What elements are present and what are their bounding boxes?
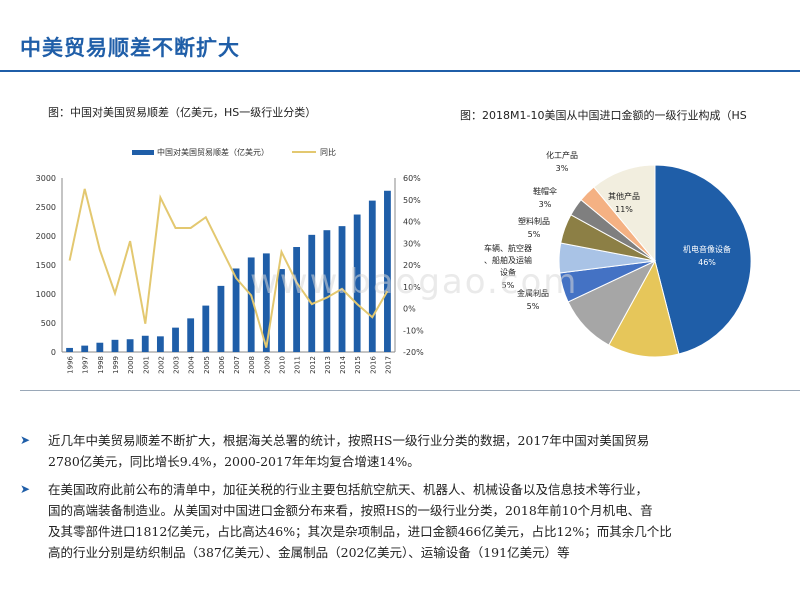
x-tick-label-2013: 2013	[324, 356, 332, 374]
x-tick-label-2017: 2017	[384, 356, 392, 374]
bullet-item-2: ➤ 在美国政府此前公布的清单中，加征关税的行业主要包括航空航天、机器人、机械设备…	[20, 479, 800, 563]
x-tick-label-2008: 2008	[248, 356, 256, 374]
x-tick-label-1998: 1998	[97, 356, 105, 374]
pie-slice-8	[593, 164, 656, 263]
pie-slice-0	[654, 164, 752, 355]
bar-2012	[308, 234, 316, 352]
x-tick-label-2012: 2012	[309, 356, 317, 374]
pie-value-3: 5%	[527, 302, 540, 311]
bar-2009	[262, 253, 270, 352]
pie-label-6: 鞋帽伞	[533, 186, 557, 196]
y-right-tick-label: 10%	[403, 283, 421, 292]
slide-title: 中美贸易顺差不断扩大	[20, 36, 240, 60]
y-right-tick-label: 20%	[403, 261, 421, 270]
y-left-tick-label: 2500	[36, 203, 56, 212]
bar-2001	[141, 335, 149, 352]
bar-2002	[156, 336, 164, 352]
legend-line-label: 同比	[320, 147, 336, 157]
bar-2010	[278, 269, 285, 352]
bullet-list: ➤ 近几年中美贸易顺差不断扩大，根据海关总署的统计，按照HS一级行业分类的数据，…	[20, 430, 800, 570]
x-tick-label-2005: 2005	[203, 356, 211, 374]
y-right-tick-label: -20%	[403, 348, 424, 357]
section-divider	[20, 390, 800, 391]
x-tick-label-2016: 2016	[369, 355, 377, 373]
watermark: www.baogao.com	[250, 262, 579, 302]
bar-2007	[232, 268, 240, 352]
y-right-tick-label: 30%	[403, 239, 421, 248]
pie-value-5: 5%	[528, 230, 541, 239]
pie-label-5: 塑料制品	[518, 216, 550, 226]
bar-1997	[81, 345, 89, 352]
y-left-tick-label: 0	[51, 348, 56, 357]
bar-2017	[384, 190, 391, 352]
x-tick-label-2011: 2011	[294, 356, 302, 374]
y-right-tick-label: -10%	[403, 326, 424, 335]
x-tick-label-2002: 2002	[157, 356, 165, 374]
x-tick-label-2014: 2014	[339, 355, 347, 373]
x-tick-label-2003: 2003	[173, 356, 181, 374]
pie-label-3: 金属制品	[517, 288, 549, 298]
bar-2000	[126, 339, 134, 352]
pie-label-4: 、船舶及运输	[484, 255, 532, 265]
legend-bar-label: 中国对美国贸易顺差（亿美元）	[157, 147, 269, 157]
bar-2015	[353, 214, 361, 352]
bullet-arrow-icon: ➤	[20, 433, 31, 447]
pie-value-6: 3%	[539, 200, 552, 209]
bar-1998	[96, 342, 104, 352]
y-right-tick-label: 40%	[403, 218, 421, 227]
pie-label-8: 其他产品	[608, 191, 640, 201]
x-tick-label-2001: 2001	[142, 356, 150, 374]
pie-value-8: 11%	[615, 205, 633, 214]
pie-label-7: 化工产品	[546, 150, 578, 160]
bar-1999	[111, 339, 119, 352]
legend-bar-swatch	[132, 150, 154, 155]
bullet-item-1: ➤ 近几年中美贸易顺差不断扩大，根据海关总署的统计，按照HS一级行业分类的数据，…	[20, 430, 800, 472]
bar-chart-caption: 图：中国对美国贸易顺差（亿美元，HS一级行业分类）	[48, 106, 317, 119]
x-tick-label-2010: 2010	[278, 356, 286, 374]
bar-2016	[368, 200, 376, 352]
pie-slice-1	[608, 259, 680, 358]
bullet-text-2: 在美国政府此前公布的清单中，加征关税的行业主要包括航空航天、机器人、机械设备以及…	[48, 482, 672, 560]
bar-2004	[187, 318, 195, 352]
pie-value-7: 3%	[556, 164, 569, 173]
y-left-tick-label: 1000	[36, 290, 56, 299]
y-right-tick-label: 50%	[403, 196, 421, 205]
x-tick-label-1999: 1999	[112, 356, 120, 374]
x-tick-label-2000: 2000	[127, 356, 135, 374]
bar-2005	[202, 305, 210, 352]
bar-1996	[66, 347, 73, 352]
y-left-tick-label: 500	[41, 319, 56, 328]
pie-value-0: 46%	[698, 258, 716, 267]
y-left-tick-label: 3000	[36, 174, 56, 183]
bar-2013	[323, 230, 331, 352]
charts-canvas: 0 500 1000 1500 2000 2500 3000 -20% -10% 0% 10% 20%…	[36, 147, 752, 374]
pie-label-4: 设备	[500, 267, 516, 277]
bar-2011	[293, 247, 301, 352]
x-tick-label-2006: 2006	[218, 355, 226, 373]
y-left-tick-label: 2000	[36, 232, 56, 241]
x-tick-label-1997: 1997	[82, 356, 90, 374]
bullet-text-1: 近几年中美贸易顺差不断扩大，根据海关总署的统计，按照HS一级行业分类的数据，20…	[48, 433, 650, 469]
bar-2008	[247, 257, 255, 352]
y-left-tick-label: 1500	[36, 261, 56, 270]
bar-2003	[172, 327, 179, 352]
bar-2006	[217, 285, 225, 352]
y-right-tick-label: 0%	[403, 305, 416, 314]
pie-value-4: 5%	[502, 281, 515, 290]
pie-chart-caption: 图：2018M1-10美国从中国进口金额的一级行业构成（HS	[460, 109, 747, 122]
bullet-arrow-icon: ➤	[20, 482, 31, 496]
pie-label-0: 机电音像设备	[683, 244, 731, 254]
x-tick-label-2009: 2009	[263, 356, 271, 374]
x-tick-label-2015: 2015	[354, 356, 362, 374]
yoy-line	[68, 188, 389, 348]
y-right-tick-label: 60%	[403, 174, 421, 183]
pie-label-4: 车辆、航空器	[484, 243, 532, 253]
x-tick-label-1996: 1996	[67, 355, 75, 373]
x-tick-label-2004: 2004	[188, 355, 196, 373]
title-underline	[0, 70, 800, 72]
x-tick-label-2007: 2007	[233, 356, 241, 374]
